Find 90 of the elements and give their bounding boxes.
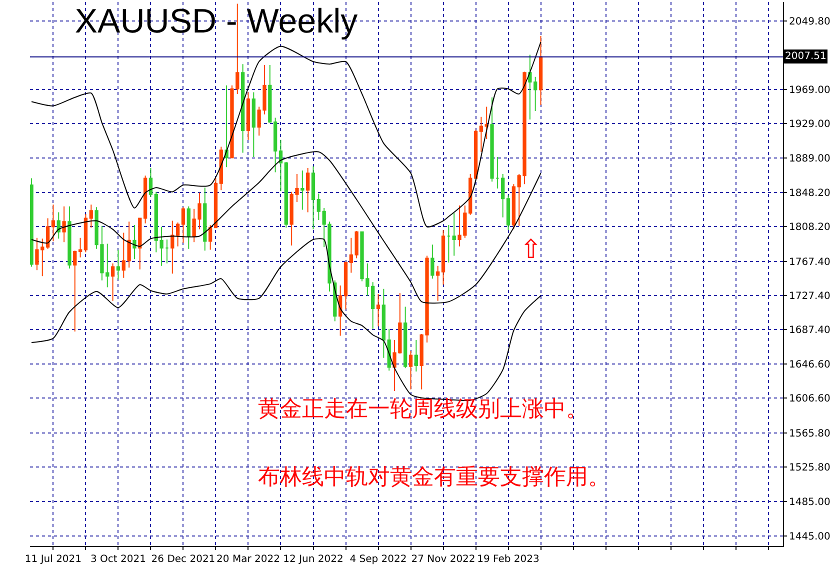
candlestick [240, 64, 245, 154]
candlestick [284, 162, 288, 228]
candlestick [252, 92, 256, 158]
candlestick [376, 294, 380, 327]
candlestick [479, 116, 484, 152]
candlestick [474, 129, 478, 179]
candlestick [46, 218, 50, 250]
y-tick-label: 1767.40 [789, 256, 830, 268]
x-tick-label: 26 Dec 2021 [151, 554, 216, 565]
candlestick [274, 117, 278, 173]
candlestick [219, 146, 223, 191]
candlestick [181, 206, 186, 244]
candlestick [138, 218, 142, 270]
y-tick-label: 1606.60 [789, 394, 830, 405]
candlestick [132, 224, 136, 260]
candlestick [203, 187, 207, 252]
candlestick [408, 350, 413, 390]
y-tick-label: 1848.20 [789, 188, 830, 200]
candlestick [404, 306, 408, 369]
candlestick [441, 230, 446, 286]
x-tick-label: 11 Jul 2021 [24, 554, 82, 565]
candlestick [538, 36, 543, 106]
candlestick [170, 220, 174, 274]
candlestick [143, 175, 148, 224]
candlestick [338, 284, 342, 336]
candlestick [349, 237, 353, 274]
annotation: ⇧ [520, 235, 542, 265]
candlestick [165, 239, 169, 264]
candlestick [246, 92, 250, 140]
candlestick [62, 206, 66, 243]
candlestick [311, 166, 316, 230]
candlestick [268, 64, 272, 124]
candlestick [344, 261, 348, 310]
y-tick-label: 2049.80 [789, 16, 830, 28]
y-tick-label: 1808.20 [789, 222, 830, 234]
x-tick-label: 27 Nov 2022 [411, 554, 476, 565]
candlestick [148, 168, 153, 198]
candlestick [73, 250, 77, 332]
x-tick-label: 20 Mar 2022 [216, 554, 280, 565]
candlestick [300, 170, 304, 210]
candlestick [186, 206, 190, 250]
candlestick [354, 230, 358, 259]
chart-title: XAUUSD - Weekly [74, 2, 358, 40]
candlestick [382, 288, 386, 358]
y-tick-label: 1929.00 [789, 119, 830, 130]
x-tick-label: 4 Sep 2022 [350, 554, 407, 565]
ref-line-label: 2007.51 [785, 51, 826, 62]
candlestick [452, 212, 456, 256]
candlestick [30, 178, 34, 268]
x-tick-label: 3 Oct 2021 [90, 554, 146, 565]
candlestick [316, 193, 320, 220]
candlestick [110, 262, 115, 302]
candlestick [224, 84, 228, 168]
candlestick [278, 139, 283, 192]
candlestick [506, 194, 510, 231]
candlestick [116, 249, 120, 280]
candlestick [501, 173, 505, 218]
candlestick [496, 156, 500, 189]
x-tick-label: 19 Feb 2023 [477, 554, 540, 565]
candlestick [51, 204, 56, 242]
y-tick-label: 1687.40 [789, 324, 830, 336]
candlestick [78, 237, 82, 258]
y-tick-label: 1485.00 [789, 497, 830, 508]
candlestick [68, 206, 72, 269]
candlestick [484, 106, 488, 140]
candlestick [414, 339, 418, 372]
y-tick-label: 1727.40 [789, 290, 830, 302]
y-tick-label: 1445.00 [789, 531, 830, 542]
candlestick [89, 204, 93, 228]
y-tick-label: 1969.00 [789, 85, 830, 96]
y-tick-label: 1646.60 [789, 360, 830, 371]
candlestick [176, 222, 180, 247]
annotation: 布林线中轨对黄金有重要支撑作用。 [258, 465, 610, 490]
candlestick [56, 212, 60, 240]
candlestick [512, 184, 516, 230]
y-tick-label: 1565.80 [789, 428, 830, 440]
candlestick [306, 168, 310, 213]
line-series [31, 42, 542, 228]
candlestick [208, 224, 212, 250]
x-tick-label: 12 Jun 2022 [283, 554, 344, 565]
candlestick [446, 224, 450, 264]
candlestick [84, 213, 88, 253]
candlestick [490, 96, 494, 182]
candlestick [214, 178, 218, 228]
y-tick-label: 1889.00 [789, 153, 830, 164]
candlestick [387, 328, 391, 372]
candlestick [436, 265, 440, 302]
annotation: 黄金正走在一轮周线级别上涨中。 [258, 397, 588, 422]
y-tick-label: 1525.80 [789, 462, 830, 474]
candlestick [430, 244, 434, 280]
